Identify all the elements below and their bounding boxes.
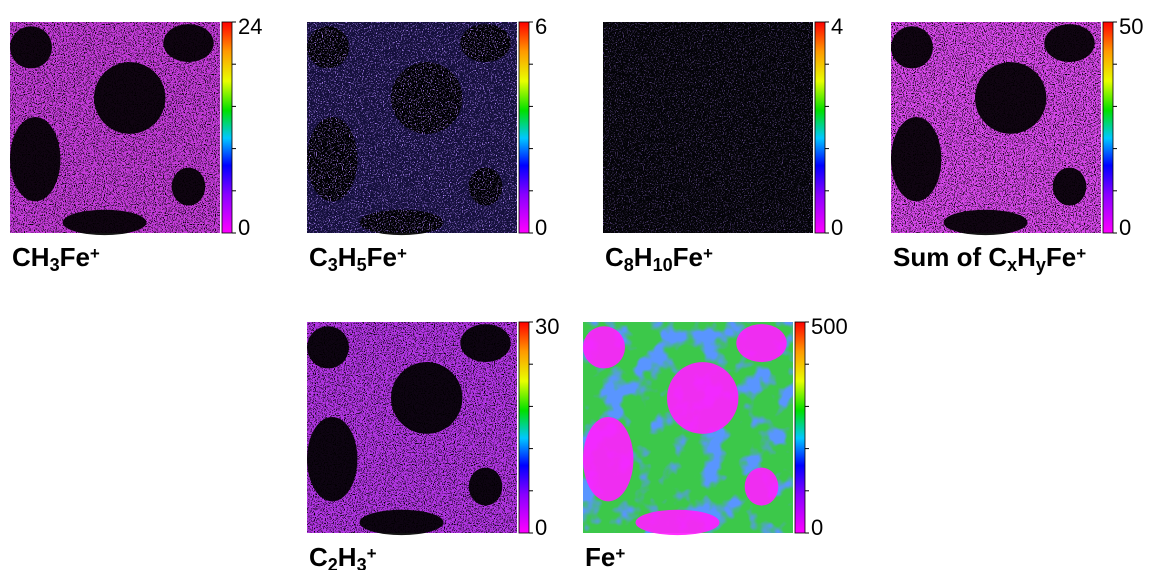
label-part: C <box>605 242 624 272</box>
label-part: Sum of C <box>893 242 1007 272</box>
label-part: 3 <box>328 255 338 275</box>
image-region <box>744 467 779 506</box>
label-part: y <box>1036 255 1046 275</box>
ion-image-noise <box>891 22 1101 233</box>
ion-label: C2H3+ <box>309 542 377 570</box>
scale-min-label: 0 <box>535 215 547 240</box>
label-part: 3 <box>357 555 367 570</box>
label-part: Fe <box>585 542 615 570</box>
label-part: + <box>1076 244 1086 263</box>
scale-max-label: 4 <box>831 14 843 39</box>
label-part: + <box>615 544 625 563</box>
colorbar <box>814 21 826 234</box>
label-part: + <box>703 244 713 263</box>
label-part: Fe <box>673 242 703 272</box>
label-part: 10 <box>653 255 673 275</box>
ion-image-noise <box>603 22 813 233</box>
scale-min-label: 0 <box>238 215 250 240</box>
image-region <box>635 509 720 536</box>
label-part: C <box>309 542 328 570</box>
ion-label: Fe+ <box>585 542 625 570</box>
ion-label: C3H5Fe+ <box>309 242 407 275</box>
scale-max-label: 50 <box>1119 14 1143 39</box>
panel: 4 0 C8H10Fe+ <box>603 14 843 275</box>
colorbar <box>1102 21 1114 234</box>
scale-max-label: 500 <box>811 314 848 339</box>
ion-label: CH3Fe+ <box>12 242 100 275</box>
scale-max-label: 30 <box>535 314 559 339</box>
colorbar <box>518 321 530 534</box>
ion-image-noise <box>307 22 517 233</box>
label-part: + <box>90 244 100 263</box>
colorbar <box>794 321 806 534</box>
label-part: Fe <box>1046 242 1076 272</box>
scale-min-label: 0 <box>535 515 547 540</box>
label-part: H <box>338 542 357 570</box>
image-region <box>736 324 787 363</box>
colorbar <box>221 21 233 234</box>
image-region <box>667 362 739 434</box>
panel: 24 0 CH3Fe+ <box>10 14 262 275</box>
ion-label: C8H10Fe+ <box>605 242 713 275</box>
colorbar <box>518 21 530 234</box>
scale-max-label: 6 <box>535 14 547 39</box>
label-part: Fe <box>367 242 397 272</box>
label-part: + <box>397 244 407 263</box>
label-part: H <box>634 242 653 272</box>
label-part: CH <box>12 242 50 272</box>
panel: 6 0 C3H5Fe+ <box>307 14 547 275</box>
scale-min-label: 0 <box>1119 215 1131 240</box>
ion-label: Sum of CxHyFe+ <box>893 242 1086 275</box>
image-region <box>583 326 625 369</box>
label-part: + <box>367 544 377 563</box>
scale-min-label: 0 <box>811 515 823 540</box>
panel: 500 0 Fe+ <box>583 314 848 570</box>
scale-min-label: 0 <box>831 215 843 240</box>
label-part: x <box>1007 255 1017 275</box>
label-part: 5 <box>357 255 367 275</box>
panel: 50 0 Sum of CxHyFe+ <box>891 14 1143 275</box>
ion-image-noise <box>10 22 220 233</box>
label-part: H <box>338 242 357 272</box>
label-part: Fe <box>60 242 90 272</box>
label-part: H <box>1017 242 1036 272</box>
label-part: 3 <box>50 255 60 275</box>
label-part: C <box>309 242 328 272</box>
panel: 30 0 C2H3+ <box>307 314 559 570</box>
scale-max-label: 24 <box>238 14 262 39</box>
image-region <box>583 416 634 502</box>
label-part: 2 <box>328 555 338 570</box>
ion-image-noise <box>307 322 517 533</box>
label-part: 8 <box>624 255 634 275</box>
